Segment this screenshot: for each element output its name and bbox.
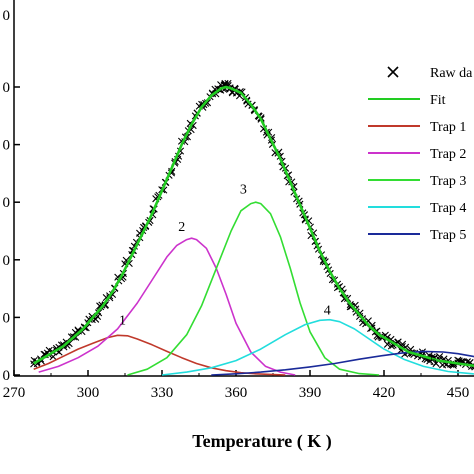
series-trap-2 — [38, 237, 296, 376]
peak-label: 1 — [119, 314, 126, 329]
legend-label: Raw da — [430, 66, 473, 81]
legend-label: Trap 3 — [430, 174, 466, 189]
peak-label: 2 — [178, 220, 185, 235]
legend-marker — [387, 66, 399, 78]
legend: Raw da Fit Trap 1 Trap 2 Trap 3 Trap 4 Trap 5 — [368, 66, 473, 243]
y-tick-label: 0 — [3, 80, 11, 96]
series-fit — [33, 85, 474, 368]
peak-label: 5 — [430, 354, 437, 369]
raw-data-point — [82, 324, 90, 332]
y-tick-label: 0 — [3, 310, 11, 326]
y-tick-label: 0 — [3, 253, 11, 269]
raw-data-point — [203, 99, 212, 107]
x-tick-label: 390 — [299, 385, 322, 401]
legend-label: Trap 2 — [430, 147, 466, 162]
legend-label: Trap 1 — [430, 120, 466, 135]
raw-data-markers — [30, 79, 474, 371]
legend-label: Fit — [430, 93, 446, 108]
axes-layer: 270 300 330 360 390 420 450 0 0 0 0 0 0 0 — [3, 0, 474, 401]
raw-data-point — [224, 79, 232, 88]
y-tick-label: 0 — [3, 368, 11, 384]
x-tick-label: 270 — [3, 385, 26, 401]
y-tick-label: 0 — [3, 195, 11, 211]
series-trap-5 — [211, 350, 474, 376]
series-trap-3 — [127, 201, 380, 376]
x-tick-label: 420 — [373, 385, 396, 401]
x-tick-label: 300 — [77, 385, 100, 401]
annotation-layer: 1 2 3 4 5 — [119, 183, 437, 369]
legend-label: Trap 5 — [430, 228, 466, 243]
x-tick-label: 330 — [151, 385, 174, 401]
legend-label: Trap 4 — [430, 201, 466, 216]
x-tick-label: 360 — [225, 385, 248, 401]
peak-label: 4 — [324, 304, 331, 319]
y-tick-label: 0 — [3, 8, 11, 24]
raw-data-point — [436, 353, 444, 361]
y-tick-label: 0 — [3, 138, 11, 154]
series-trap-4 — [161, 318, 474, 376]
peak-label: 3 — [240, 183, 247, 198]
x-tick-label: 450 — [447, 385, 470, 401]
series-layer — [30, 79, 474, 376]
x-axis-title: Temperature ( K ) — [192, 431, 331, 452]
raw-data-point — [238, 88, 246, 96]
